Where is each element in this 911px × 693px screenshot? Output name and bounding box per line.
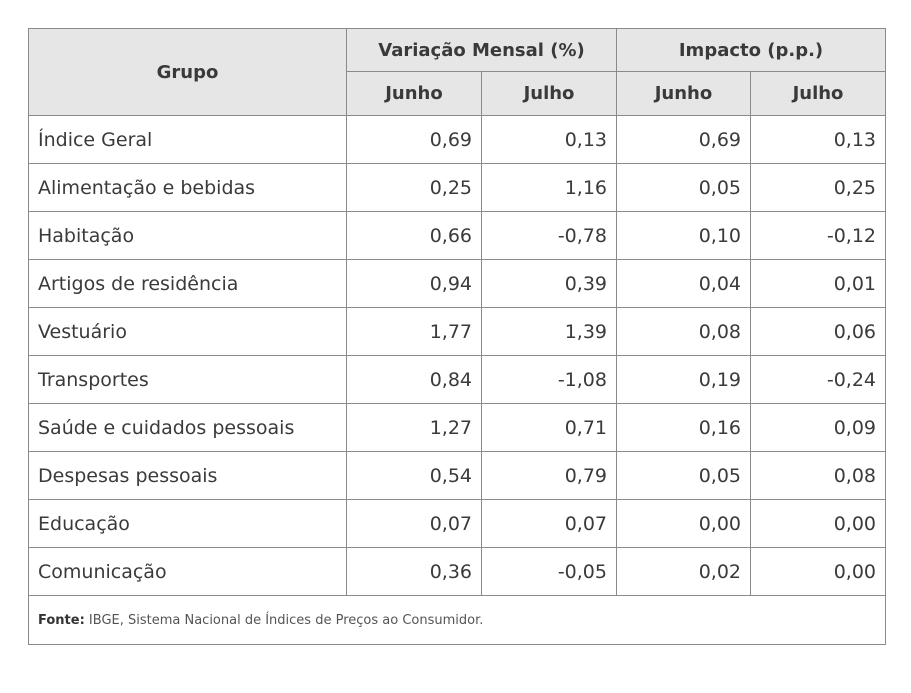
cell-impact-june: 0,04 (616, 259, 751, 308)
row-label: Vestuário (28, 307, 347, 356)
table-header: Grupo Variação Mensal (%) Impacto (p.p.)… (28, 28, 887, 116)
cell-impact-july: -0,12 (749, 211, 887, 260)
table-row: Índice Geral 0,69 0,13 0,69 0,13 (28, 115, 887, 164)
cell-variation-july: 0,07 (481, 499, 617, 548)
cell-variation-july: 0,39 (481, 259, 617, 308)
cell-variation-july: 0,13 (481, 115, 617, 164)
cell-impact-june: 0,08 (616, 307, 751, 356)
header-monthly-variation: Variação Mensal (%) (346, 28, 617, 72)
row-label: Artigos de residência (28, 259, 347, 308)
cell-impact-july: 0,01 (749, 259, 887, 308)
cell-variation-july: 1,39 (481, 307, 617, 356)
table-footer: Fonte: IBGE, Sistema Nacional de Índices… (27, 595, 887, 645)
table-row: Comunicação 0,36 -0,05 0,02 0,00 (28, 547, 887, 596)
row-label: Saúde e cuidados pessoais (28, 403, 347, 452)
row-label: Despesas pessoais (28, 451, 347, 500)
cell-impact-june: 0,16 (616, 403, 751, 452)
header-impact: Impacto (p.p.) (615, 28, 887, 72)
cell-variation-july: 0,79 (481, 451, 617, 500)
cell-impact-july: 0,09 (749, 403, 887, 452)
table-row: Despesas pessoais 0,54 0,79 0,05 0,08 (28, 451, 887, 500)
row-label: Índice Geral (28, 115, 347, 164)
cell-variation-july: -0,05 (481, 547, 617, 596)
cell-impact-july: -0,24 (749, 355, 887, 404)
subheader-variation-june: Junho (346, 71, 482, 116)
cell-impact-june: 0,02 (616, 547, 751, 596)
cell-impact-june: 0,10 (616, 211, 751, 260)
cell-variation-june: 0,07 (346, 499, 482, 548)
cell-impact-july: 0,08 (749, 451, 887, 500)
cell-variation-june: 0,36 (346, 547, 482, 596)
cell-impact-july: 0,00 (749, 547, 887, 596)
row-label: Educação (28, 499, 347, 548)
cell-variation-june: 0,94 (346, 259, 482, 308)
source-text: IBGE, Sistema Nacional de Índices de Pre… (84, 612, 484, 628)
cell-impact-june: 0,19 (616, 355, 751, 404)
row-label: Habitação (28, 211, 347, 260)
source-note: Fonte: IBGE, Sistema Nacional de Índices… (27, 595, 887, 645)
cell-variation-july: -0,78 (481, 211, 617, 260)
cell-variation-june: 0,54 (346, 451, 482, 500)
cell-variation-june: 0,25 (346, 163, 482, 212)
row-label: Transportes (28, 355, 347, 404)
row-label: Comunicação (28, 547, 347, 596)
cell-impact-june: 0,00 (616, 499, 751, 548)
cell-impact-june: 0,69 (616, 115, 751, 164)
table-row: Alimentação e bebidas 0,25 1,16 0,05 0,25 (28, 163, 887, 212)
table-row: Vestuário 1,77 1,39 0,08 0,06 (28, 307, 887, 356)
cell-impact-july: 0,00 (749, 499, 887, 548)
table-body: Índice Geral 0,69 0,13 0,69 0,13 Alimentação … (28, 115, 887, 596)
table-row: Habitação 0,66 -0,78 0,10 -0,12 (28, 211, 887, 260)
source-label: Fonte: (38, 612, 85, 628)
table-row: Transportes 0,84 -1,08 0,19 -0,24 (28, 355, 887, 404)
subheader-variation-july: Julho (481, 71, 617, 116)
table-row: Educação 0,07 0,07 0,00 0,00 (28, 499, 887, 548)
table-row: Saúde e cuidados pessoais 1,27 0,71 0,16 0,0… (28, 403, 887, 452)
cell-variation-june: 0,66 (346, 211, 482, 260)
cell-variation-june: 0,69 (346, 115, 482, 164)
cell-variation-july: 1,16 (481, 163, 617, 212)
row-label: Alimentação e bebidas (28, 163, 347, 212)
cell-variation-july: -1,08 (481, 355, 617, 404)
cell-variation-june: 0,84 (346, 355, 482, 404)
cell-impact-july: 0,25 (749, 163, 887, 212)
cell-impact-june: 0,05 (616, 451, 751, 500)
cell-variation-june: 1,77 (346, 307, 482, 356)
cell-impact-june: 0,05 (616, 163, 751, 212)
subheader-impact-july: Julho (749, 71, 887, 116)
table-row: Artigos de residência 0,94 0,39 0,04 0,01 (28, 259, 887, 308)
subheader-impact-june: Junho (616, 71, 751, 116)
cell-impact-july: 0,13 (749, 115, 887, 164)
header-group: Grupo (28, 28, 347, 116)
cell-variation-july: 0,71 (481, 403, 617, 452)
ipca-groups-table: Grupo Variação Mensal (%) Impacto (p.p.)… (27, 28, 887, 645)
cell-variation-june: 1,27 (346, 403, 482, 452)
cell-impact-july: 0,06 (749, 307, 887, 356)
